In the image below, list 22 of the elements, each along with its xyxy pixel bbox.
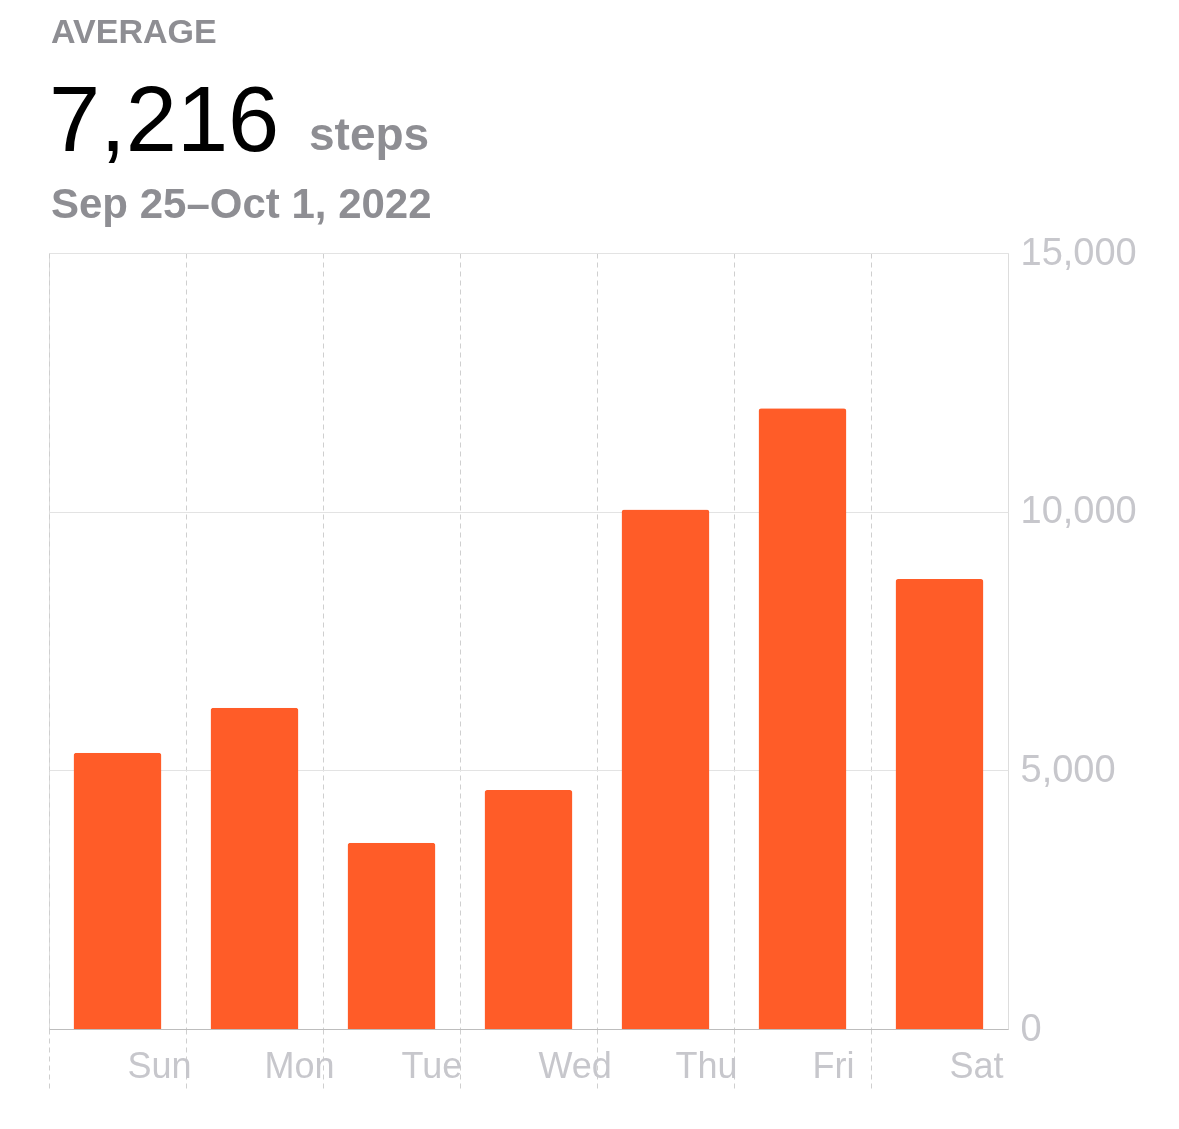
y-tick-label: 10,000 bbox=[1020, 489, 1137, 532]
text: AVERAGE bbox=[51, 12, 217, 50]
chart-subtitle: Sep 25–Oct 1, 2022 bbox=[51, 180, 432, 227]
x-tick-label: Sat bbox=[949, 1044, 1004, 1086]
y-tick-label: 0 bbox=[1020, 1006, 1042, 1049]
x-tick-label: Sun bbox=[127, 1044, 192, 1086]
bar bbox=[347, 842, 436, 1029]
x-tick-label: Tue bbox=[401, 1044, 463, 1086]
bar bbox=[895, 578, 984, 1029]
text: steps bbox=[309, 108, 430, 160]
bar bbox=[758, 408, 847, 1029]
x-tick-label: Wed bbox=[538, 1044, 612, 1086]
x-tick-label: Thu bbox=[675, 1044, 738, 1086]
bar bbox=[73, 752, 162, 1029]
x-tick-label: Mon bbox=[264, 1044, 335, 1086]
x-tick-label: Fri bbox=[812, 1044, 855, 1086]
chart-title: 7,216 bbox=[49, 68, 280, 170]
bar bbox=[621, 509, 710, 1029]
y-tick-label: 15,000 bbox=[1020, 230, 1137, 273]
y-tick-label: 5,000 bbox=[1020, 747, 1116, 790]
bar bbox=[210, 707, 299, 1029]
bar bbox=[484, 789, 573, 1029]
